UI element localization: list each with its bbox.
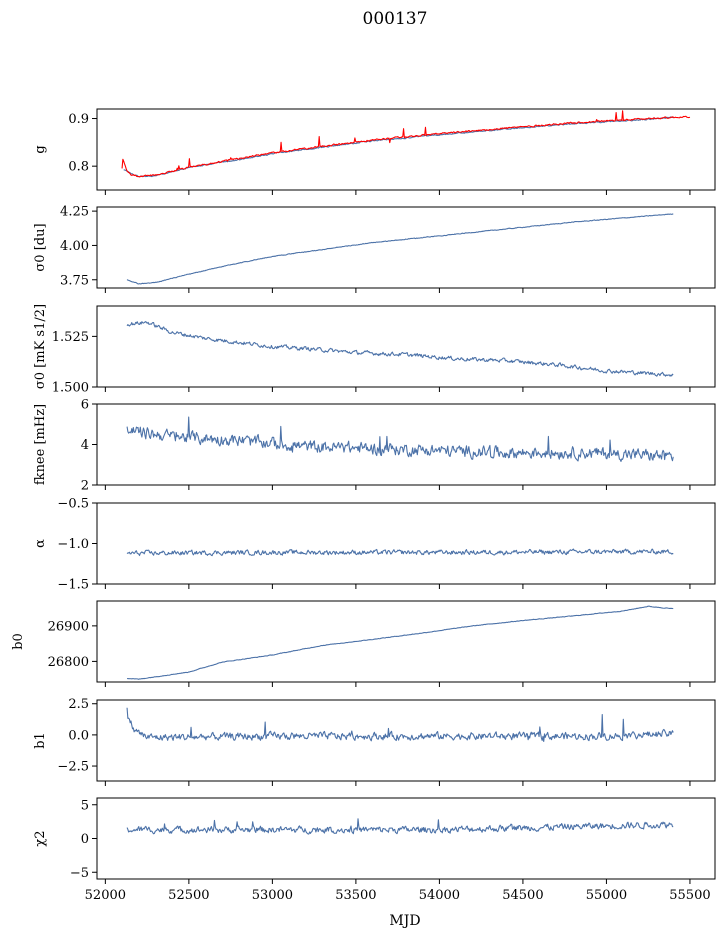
subplot-sigma0_du: 3.75 4.00 4.25 σ0 [du]: [33, 205, 716, 293]
axes-frame-chi2: [96, 797, 716, 880]
x-tick-label: 54000: [419, 888, 460, 903]
y-tick-label: 0.8: [68, 160, 89, 175]
figure-title: 000137: [363, 9, 428, 29]
x-tick-label: 54500: [502, 888, 543, 903]
x-tick-label: 55500: [669, 888, 710, 903]
x-tick-label: 52500: [168, 888, 209, 903]
x-axis: 52000 52500 53000 53500 54000 54500 55000 55500: [85, 888, 711, 903]
series-line-b0-main: [127, 605, 674, 680]
y-tick-label: 4: [81, 438, 89, 453]
series-line-b1-main: [126, 707, 674, 742]
subplot-stack: 0.8 0.9 g 3.75 4.00 4.25 σ0 [du] 1.500 1.525 σ0 […: [11, 108, 716, 884]
y-tick-label: 0: [81, 832, 89, 847]
subplot-b1: −2.5 0.0 2.5 b1: [33, 697, 716, 786]
series-line-sigma0_mks-main: [126, 320, 674, 377]
y-tick-label: −1.5: [57, 578, 89, 593]
x-tick-label: 53000: [252, 888, 293, 903]
y-axis-label-sigma0_mks: σ0 [mK s1/2]: [33, 304, 48, 389]
x-tick-label: 53500: [335, 888, 376, 903]
y-axis-label-alpha: α: [33, 539, 48, 548]
y-tick-label: 0.0: [68, 728, 89, 743]
y-tick-label: −1.0: [57, 537, 89, 552]
series-line-fknee-main: [126, 416, 674, 463]
series-line-chi2-main: [126, 818, 674, 835]
y-tick-label: 2.5: [68, 697, 89, 712]
subplot-sigma0_mks: 1.500 1.525 σ0 [mK s1/2]: [33, 304, 716, 396]
y-tick-label: 3.75: [60, 273, 89, 288]
series-line-sigma0_du-main: [126, 213, 674, 285]
y-tick-label: 4.25: [60, 205, 89, 220]
subplot-fknee: 2 4 6 fknee [mHz]: [33, 398, 716, 494]
axes-frame-b0: [96, 600, 716, 683]
y-tick-label: 6: [81, 398, 89, 413]
y-tick-label: −2.5: [57, 760, 89, 775]
axes-frame-fknee: [96, 403, 716, 486]
y-axis-label-b1: b1: [33, 732, 48, 749]
x-axis-label: MJD: [389, 913, 420, 929]
y-tick-label: 1.525: [52, 330, 89, 345]
y-tick-label: −5: [70, 866, 89, 881]
subplot-g: 0.8 0.9 g: [33, 108, 716, 195]
y-tick-label: 0.9: [68, 112, 89, 127]
subplot-chi2: −5 0 5 χ2: [33, 797, 716, 884]
y-tick-label: 5: [81, 798, 89, 813]
y-tick-label: −0.5: [57, 497, 89, 512]
series-line-g-main: [123, 116, 674, 178]
axes-frame-g: [96, 108, 716, 191]
y-tick-label: 1.500: [52, 381, 89, 396]
series-line-alpha-main: [126, 548, 674, 557]
axes-frame-b1: [96, 699, 716, 782]
x-tick-label: 52000: [85, 888, 126, 903]
y-axis-label-sigma0_du: σ0 [du]: [33, 223, 48, 271]
axes-frame-sigma0_mks: [96, 305, 716, 388]
y-tick-label: 26800: [48, 655, 89, 670]
y-tick-label: 4.00: [60, 239, 89, 254]
y-axis-label-fknee: fknee [mHz]: [33, 404, 48, 485]
y-tick-label: 26900: [48, 619, 89, 634]
subplot-alpha: −1.5 −1.0 −0.5 α: [33, 497, 716, 593]
y-axis-label-b0: b0: [11, 633, 26, 650]
axes-frame-sigma0_du: [96, 206, 716, 289]
axes-frame-alpha: [96, 502, 716, 585]
y-tick-label: 2: [81, 479, 89, 494]
series-line-g-overlay: [121, 110, 691, 178]
y-axis-label-g: g: [33, 145, 48, 153]
subplot-b0: 26800 26900 b0: [11, 600, 716, 687]
x-tick-label: 55000: [586, 888, 627, 903]
y-axis-label-chi2: χ2: [33, 830, 48, 846]
